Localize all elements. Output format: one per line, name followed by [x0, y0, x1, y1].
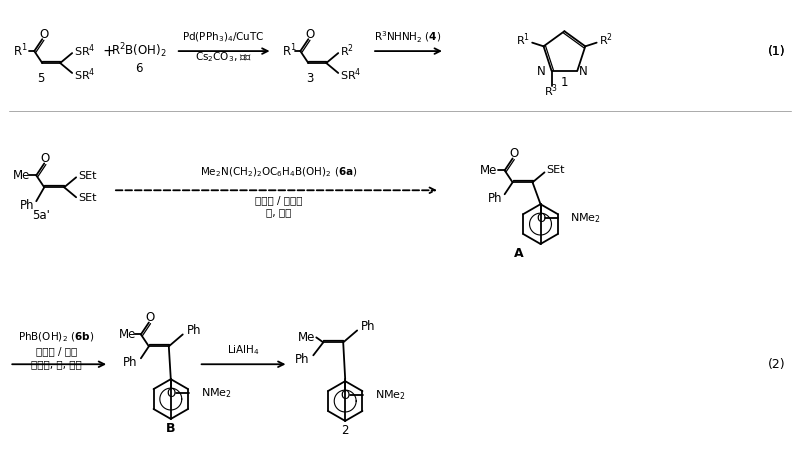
Text: O: O — [146, 311, 154, 324]
Text: 铜试剂, 碱, 溶剂: 铜试剂, 碱, 溶剂 — [31, 359, 82, 369]
Text: LiAlH$_4$: LiAlH$_4$ — [227, 344, 260, 357]
Text: N: N — [537, 65, 546, 78]
Text: Ph: Ph — [295, 353, 310, 366]
Text: R$^1$: R$^1$ — [516, 31, 530, 48]
Text: Ph: Ph — [122, 356, 137, 369]
Text: (1): (1) — [768, 45, 786, 58]
Text: 3: 3 — [306, 73, 314, 85]
Text: Ph: Ph — [488, 191, 502, 205]
Text: R$^3$: R$^3$ — [545, 82, 558, 99]
Text: Pd(PPh$_3$)$_4$/CuTC: Pd(PPh$_3$)$_4$/CuTC — [182, 30, 265, 44]
Text: 1: 1 — [561, 76, 568, 90]
Text: SR$^4$: SR$^4$ — [340, 67, 362, 83]
Text: Me: Me — [298, 331, 316, 344]
Text: 催化剂 / 铜试剂: 催化剂 / 铜试剂 — [254, 195, 302, 205]
Text: R$^2$: R$^2$ — [598, 31, 613, 48]
Text: Me: Me — [119, 328, 136, 341]
Text: O: O — [41, 152, 50, 165]
Text: Ph: Ph — [20, 199, 34, 212]
Text: $\mathbf{B}$: $\mathbf{B}$ — [166, 422, 176, 435]
Text: SEt: SEt — [78, 193, 97, 203]
Text: (1): (1) — [768, 45, 786, 58]
Text: +: + — [102, 44, 115, 59]
Text: Me: Me — [14, 169, 30, 182]
Text: O: O — [509, 147, 518, 160]
Text: Me$_2$N(CH$_2$)$_2$OC$_6$H$_4$B(OH)$_2$ ($\mathbf{6a}$): Me$_2$N(CH$_2$)$_2$OC$_6$H$_4$B(OH)$_2$ … — [200, 165, 357, 179]
Text: SR$^4$: SR$^4$ — [74, 43, 95, 59]
Text: Ph: Ph — [361, 320, 376, 333]
Text: Cs$_2$CO$_3$, 溶剂: Cs$_2$CO$_3$, 溶剂 — [195, 50, 252, 64]
Text: NMe$_2$: NMe$_2$ — [201, 386, 232, 400]
Text: SR$^4$: SR$^4$ — [74, 67, 95, 83]
Text: SEt: SEt — [546, 165, 565, 175]
Text: N: N — [579, 65, 588, 78]
Text: O: O — [166, 387, 175, 400]
Text: O: O — [306, 27, 315, 41]
Text: 5: 5 — [38, 73, 45, 85]
Text: R$^3$NHNH$_2$ ($\mathbf{4}$): R$^3$NHNH$_2$ ($\mathbf{4}$) — [374, 29, 442, 45]
Text: (2): (2) — [768, 358, 786, 371]
Text: Ph: Ph — [186, 324, 202, 337]
Text: R$^2$B(OH)$_2$: R$^2$B(OH)$_2$ — [111, 42, 166, 61]
Text: 催化剂 / 配体: 催化剂 / 配体 — [35, 346, 77, 356]
Text: O: O — [341, 389, 350, 401]
Text: SEt: SEt — [78, 172, 97, 182]
Text: R$^1$: R$^1$ — [282, 43, 297, 59]
Text: 2: 2 — [342, 424, 349, 438]
Text: O: O — [536, 211, 545, 225]
Text: 碱, 溶剂: 碱, 溶剂 — [266, 207, 291, 217]
Text: 5a': 5a' — [32, 209, 50, 222]
Text: R$^1$: R$^1$ — [14, 43, 28, 59]
Text: NMe$_2$: NMe$_2$ — [570, 211, 602, 225]
Text: NMe$_2$: NMe$_2$ — [375, 388, 406, 402]
Text: 6: 6 — [135, 63, 142, 75]
Text: O: O — [40, 27, 49, 41]
Text: $\mathbf{A}$: $\mathbf{A}$ — [513, 247, 524, 260]
Text: PhB(OH)$_2$ ($\mathbf{6b}$): PhB(OH)$_2$ ($\mathbf{6b}$) — [18, 330, 94, 344]
Text: Me: Me — [480, 164, 497, 177]
Text: R$^2$: R$^2$ — [340, 43, 354, 59]
